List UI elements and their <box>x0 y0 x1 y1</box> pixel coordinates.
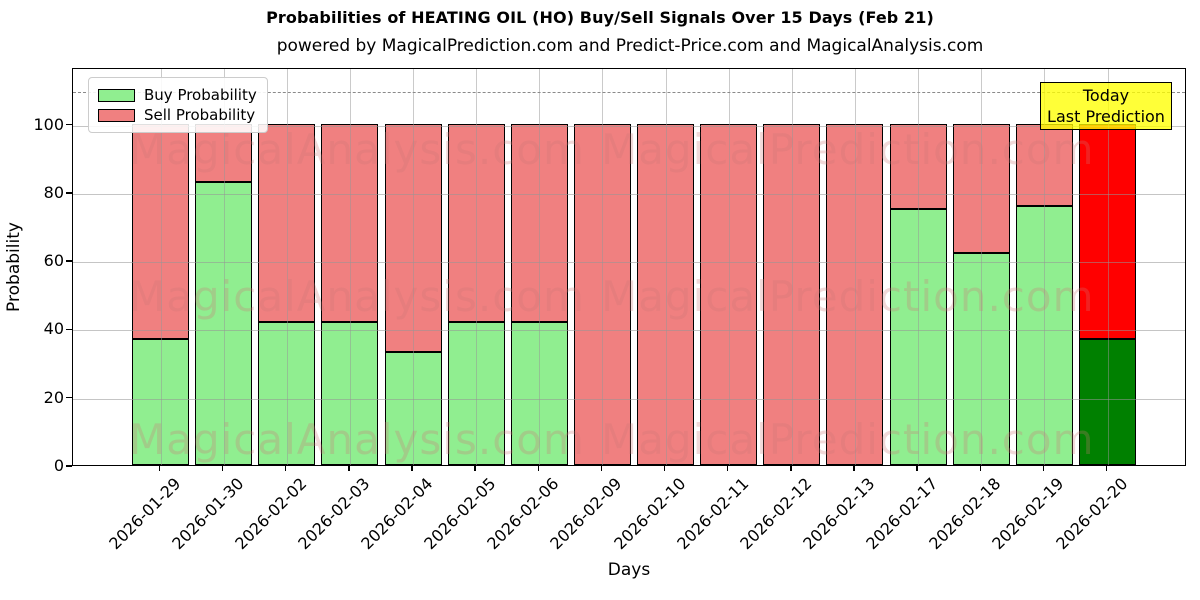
v-gridline-2026-01-30 <box>223 69 225 465</box>
watermark-text: MagicalAnalysis.com <box>129 272 585 321</box>
watermark-text: MagicalAnalysis.com <box>129 415 585 464</box>
x-tick-mark <box>1042 466 1045 471</box>
h-gridline-80 <box>73 193 1185 195</box>
h-gridline-40 <box>73 330 1185 332</box>
h-gridline-100 <box>73 125 1185 127</box>
y-tick-label-40: 40 <box>43 319 64 339</box>
v-gridline-2026-02-10 <box>665 69 667 465</box>
y-tick-label-20: 20 <box>43 387 64 407</box>
v-gridline-2026-02-12 <box>791 69 793 465</box>
x-tick-mark <box>600 466 603 471</box>
legend-buy-label: Buy Probability <box>144 86 257 104</box>
x-tick-mark <box>285 466 287 471</box>
today-annotation-line1: Today <box>1082 86 1130 105</box>
y-tick-mark <box>66 397 72 399</box>
x-tick-mark <box>979 466 981 471</box>
v-gridline-2026-02-17 <box>918 69 920 465</box>
x-tick-mark <box>916 466 918 471</box>
v-gridline-2026-02-19 <box>1044 69 1046 465</box>
x-tick-mark <box>158 466 161 471</box>
legend-item-buy: Buy Probability <box>98 85 257 105</box>
watermark-text: MagicalPrediction.com <box>601 125 1095 174</box>
watermark-text: MagicalAnalysis.com <box>129 125 585 174</box>
watermark-text: MagicalPrediction.com <box>601 272 1095 321</box>
v-gridline-2026-02-02 <box>286 69 288 465</box>
h-gridline-60 <box>73 262 1185 264</box>
today-annotation-line2: Last Prediction <box>1047 107 1165 126</box>
v-gridline-2026-02-03 <box>349 69 351 465</box>
legend-sell-label: Sell Probability <box>144 106 256 124</box>
x-tick-mark <box>1105 466 1108 471</box>
v-gridline-2026-02-18 <box>981 69 983 465</box>
chart-subtitle: powered by MagicalPrediction.com and Pre… <box>276 36 984 56</box>
y-tick-mark <box>66 465 72 467</box>
v-gridline-2026-02-04 <box>413 69 415 465</box>
x-tick-mark <box>221 466 224 471</box>
x-tick-mark <box>790 466 792 471</box>
y-tick-label-100: 100 <box>33 114 64 134</box>
x-tick-mark <box>411 466 413 471</box>
v-gridline-2026-02-06 <box>539 69 541 465</box>
legend: Buy Probability Sell Probability <box>88 77 268 133</box>
v-gridline-2026-02-11 <box>728 69 730 465</box>
v-gridline-2026-02-13 <box>854 69 856 465</box>
y-tick-mark <box>66 123 72 126</box>
v-gridline-2026-02-09 <box>602 69 604 465</box>
v-gridline-2026-02-20 <box>1107 69 1109 465</box>
y-tick-mark <box>66 328 72 331</box>
x-tick-mark <box>537 466 539 471</box>
y-tick-label-0: 0 <box>53 456 64 475</box>
x-axis-label: Days <box>607 560 651 580</box>
chart-title: Probabilities of HEATING OIL (HO) Buy/Se… <box>266 8 934 27</box>
sell-color-swatch <box>98 108 135 122</box>
v-gridline-2026-02-05 <box>476 69 478 465</box>
today-annotation: Today Last Prediction <box>1040 82 1172 130</box>
v-gridline-2026-01-29 <box>160 69 162 465</box>
x-tick-mark <box>474 466 476 471</box>
x-tick-mark <box>663 466 666 471</box>
threshold-dashed-line <box>73 91 1185 93</box>
x-tick-mark <box>348 466 350 471</box>
h-gridline-20 <box>73 398 1185 400</box>
plot-area: MagicalAnalysis.com MagicalPrediction.com… <box>72 68 1186 466</box>
x-tick-mark <box>727 466 729 471</box>
y-tick-mark <box>66 260 72 262</box>
watermark-text: MagicalPrediction.com <box>601 415 1095 464</box>
x-tick-mark <box>853 466 855 471</box>
y-tick-mark <box>66 192 72 194</box>
legend-item-sell: Sell Probability <box>98 105 257 125</box>
y-tick-label-60: 60 <box>43 251 64 271</box>
buy-color-swatch <box>98 88 135 102</box>
y-tick-label-80: 80 <box>43 182 64 202</box>
